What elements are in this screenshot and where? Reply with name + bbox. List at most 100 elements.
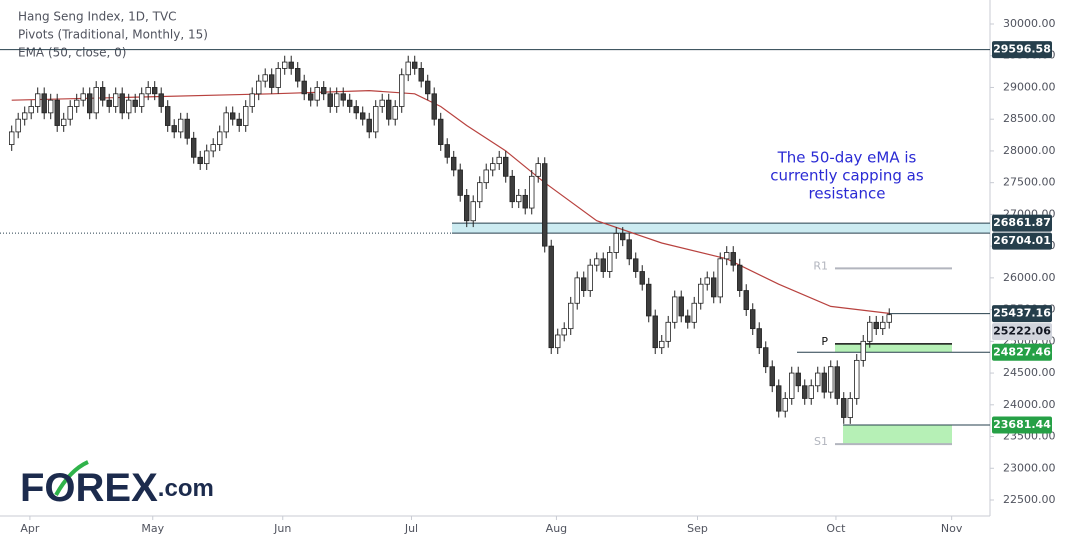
candle-body — [867, 321, 873, 342]
candle-body — [711, 277, 717, 298]
x-tick-label: Apr — [20, 522, 40, 535]
candle-body — [425, 80, 431, 95]
candle-body — [457, 169, 463, 196]
pivot-label: S1 — [814, 435, 828, 448]
price-label: 25222.06 — [993, 325, 1051, 338]
candle-body — [301, 80, 307, 95]
price-label: 24827.46 — [993, 345, 1051, 358]
candle-body — [191, 137, 197, 158]
pivot-label: P — [821, 335, 828, 348]
candle-body — [243, 106, 249, 126]
y-tick-label: 24000.00 — [1003, 398, 1056, 411]
price-label-box — [992, 343, 1052, 361]
candle-body — [22, 112, 28, 120]
candle-body — [399, 74, 405, 107]
candle-body — [249, 93, 255, 107]
candle-body — [620, 233, 626, 241]
candle-body — [132, 99, 138, 107]
candle-body — [451, 156, 457, 171]
annotation: The 50-day eMA is currently capping as r… — [770, 149, 924, 203]
logo: FOREX.com — [20, 466, 214, 510]
candle-body — [769, 366, 775, 387]
candle-body — [587, 264, 593, 291]
y-tick-label: 23000.00 — [1003, 461, 1056, 474]
candle-body — [210, 144, 216, 152]
candle-body — [737, 264, 743, 291]
candle-body — [685, 315, 691, 323]
candle-body — [223, 112, 229, 133]
candle-body — [717, 258, 723, 298]
candle-body — [678, 296, 684, 317]
candle-body — [795, 372, 801, 387]
legend-line: Hang Seng Index, 1D, TVC — [18, 10, 177, 24]
candle-body — [522, 194, 528, 209]
candle-body — [672, 296, 678, 323]
candle-body — [171, 125, 177, 133]
candle-body — [405, 61, 411, 76]
x-tick-label: Sep — [687, 522, 708, 535]
x-tick-label: Oct — [826, 522, 846, 535]
x-tick-label: May — [141, 522, 164, 535]
pivot-zone — [835, 343, 952, 353]
candle-body — [581, 277, 587, 291]
candle-body — [789, 372, 795, 399]
y-tick-label: 28500.00 — [1003, 112, 1056, 125]
price-label-box — [992, 416, 1052, 434]
candle-body — [659, 340, 665, 349]
candle-body — [139, 93, 145, 107]
candle-body — [828, 366, 834, 393]
candle-body — [314, 87, 320, 101]
candle-body — [145, 87, 151, 95]
candle-body — [665, 321, 671, 342]
candle-body — [366, 118, 372, 133]
candle-body — [802, 385, 808, 399]
candle-body — [542, 163, 548, 247]
candle-body — [256, 80, 262, 95]
candle-body — [561, 328, 567, 336]
candle-body — [529, 175, 535, 209]
price-label: 23681.44 — [993, 418, 1051, 431]
support-zone — [843, 425, 952, 445]
candle-body — [535, 163, 541, 177]
candle-body — [873, 321, 879, 330]
candle-body — [48, 99, 54, 114]
candle-body — [607, 252, 613, 272]
candle-body — [613, 233, 619, 253]
y-tick-label: 27500.00 — [1003, 176, 1056, 189]
candle-body — [308, 93, 314, 101]
candle-body — [204, 150, 210, 165]
candle-body — [574, 277, 580, 304]
candle-body — [431, 93, 437, 120]
annotation-line: The 50-day eMA is — [777, 149, 917, 167]
candle-body — [704, 277, 710, 285]
candle-body — [633, 258, 639, 272]
candle-body — [327, 93, 333, 107]
candle-body — [165, 106, 171, 126]
candle-body — [295, 68, 301, 82]
candle-body — [776, 385, 782, 412]
annotation-line: currently capping as — [770, 167, 924, 185]
candle-body — [113, 93, 119, 107]
candle-body — [860, 340, 866, 361]
candle-body — [217, 131, 223, 145]
candle-body — [509, 175, 515, 203]
candle-body — [496, 156, 502, 165]
candle-body — [236, 118, 242, 126]
candle-body — [698, 283, 704, 304]
logo-swoosh — [54, 460, 89, 496]
candle-body — [808, 385, 814, 399]
y-tick-label: 28000.00 — [1003, 144, 1056, 157]
candle-body — [854, 359, 860, 399]
candle-body — [392, 106, 398, 120]
candle-body — [152, 87, 158, 95]
candle-body — [353, 106, 359, 114]
candle-body — [646, 283, 652, 317]
candle-body — [691, 302, 697, 323]
candle-body — [41, 93, 47, 114]
logo-suffix: .com — [158, 475, 214, 502]
candle-body — [178, 118, 184, 133]
candle-body — [379, 99, 385, 107]
candle-body — [74, 99, 80, 107]
candle-body — [490, 163, 496, 171]
